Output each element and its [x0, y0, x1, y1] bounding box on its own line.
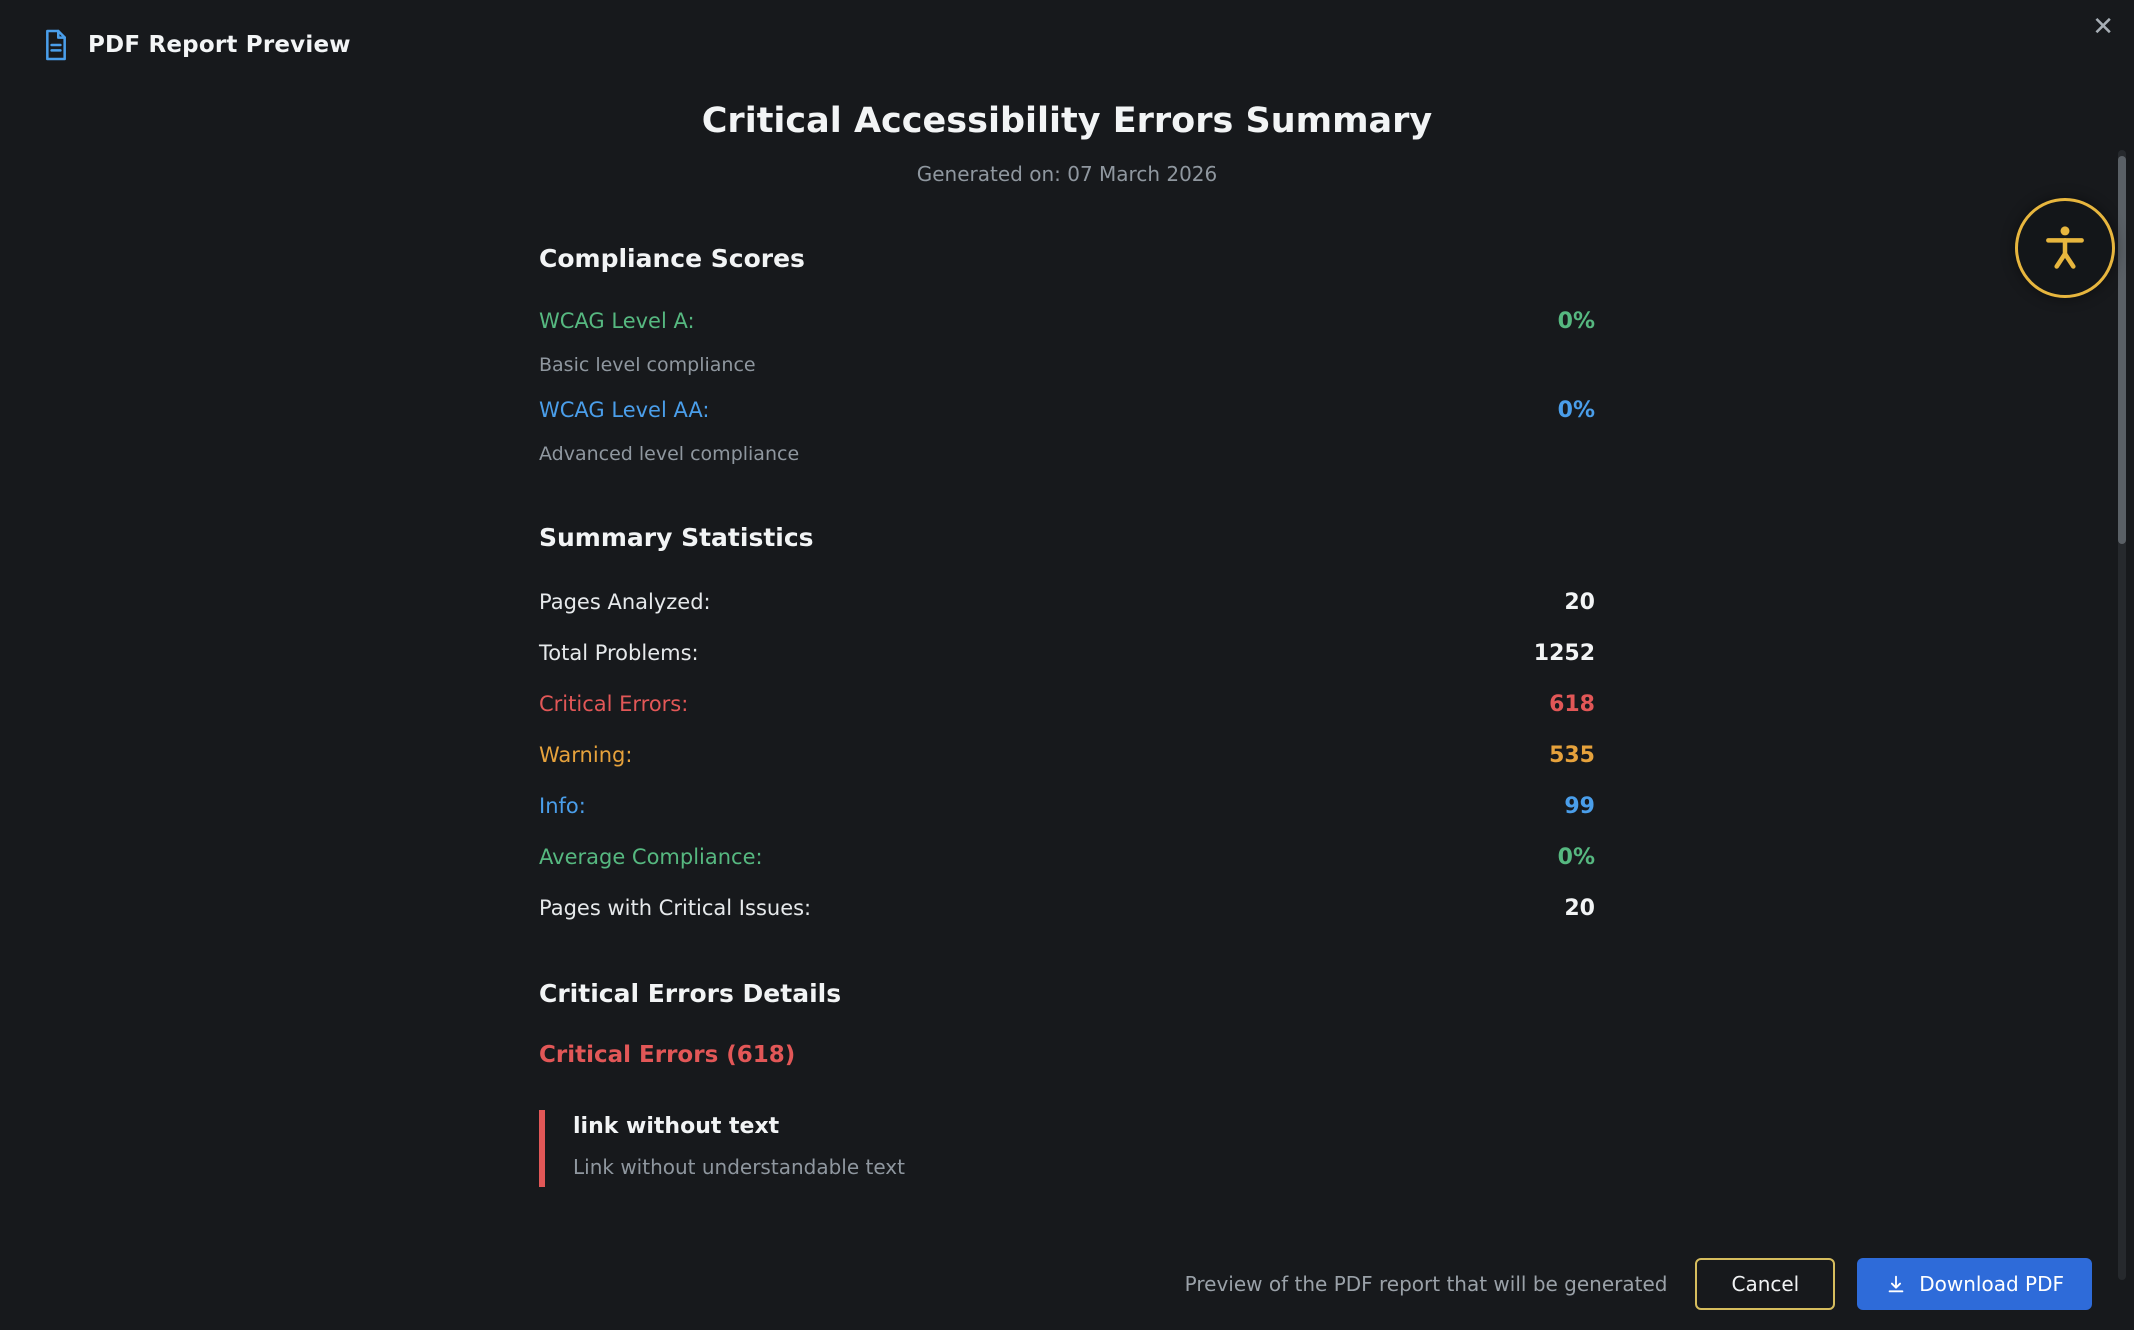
report-title: Critical Accessibility Errors Summary: [701, 101, 1433, 141]
wcag-level-aa-value: 0%: [1557, 398, 1595, 423]
critical-errors-group-title: Critical Errors (618): [539, 1042, 796, 1068]
report-content: Critical Accessibility Errors Summary Ge…: [539, 100, 1595, 1187]
error-item-description: Link without understandable text: [573, 1155, 905, 1179]
accessibility-person-icon: [2038, 221, 2092, 275]
stat-label: Warning:: [539, 743, 633, 767]
stat-value: 535: [1549, 743, 1595, 768]
wcag-level-a-value: 0%: [1557, 309, 1595, 334]
stat-label: Pages with Critical Issues:: [539, 896, 812, 920]
wcag-level-a-row: WCAG Level A: 0%: [539, 309, 1595, 334]
modal-header-left: PDF Report Preview: [40, 17, 351, 74]
compliance-scores-section: Compliance Scores WCAG Level A: 0% Basic…: [539, 244, 1595, 465]
stat-value: 20: [1564, 896, 1595, 921]
report-scroll-area[interactable]: Critical Accessibility Errors Summary Ge…: [0, 90, 2134, 1238]
scrollbar-track[interactable]: [2118, 150, 2126, 1280]
stat-value: 99: [1564, 794, 1595, 819]
stat-label: Info:: [539, 794, 586, 818]
close-icon[interactable]: ✕: [2086, 8, 2120, 46]
stat-value: 618: [1549, 692, 1595, 717]
stat-row-info: Info: 99: [539, 794, 1595, 819]
stat-label: Pages Analyzed:: [539, 590, 711, 614]
wcag-level-a-label: WCAG Level A:: [539, 309, 695, 333]
critical-errors-details-section: Critical Errors Details Critical Errors …: [539, 979, 1595, 1187]
stat-row-average-compliance: Average Compliance: 0%: [539, 845, 1595, 870]
stat-value: 0%: [1557, 845, 1595, 870]
error-item: link without text Link without understan…: [539, 1110, 1595, 1187]
critical-errors-details-heading: Critical Errors Details: [539, 979, 842, 1008]
error-item-title: link without text: [573, 1114, 780, 1139]
wcag-level-a-description: Basic level compliance: [539, 354, 756, 376]
wcag-level-aa-row: WCAG Level AA: 0%: [539, 398, 1595, 423]
wcag-level-aa-description: Advanced level compliance: [539, 443, 800, 465]
modal-footer: Preview of the PDF report that will be g…: [0, 1238, 2134, 1330]
scrollbar-thumb[interactable]: [2118, 156, 2126, 544]
summary-statistics-section: Summary Statistics Pages Analyzed: 20 To…: [539, 523, 1595, 921]
download-icon: [1885, 1273, 1907, 1295]
modal-title: PDF Report Preview: [88, 32, 351, 58]
modal-header: PDF Report Preview: [0, 0, 2134, 90]
stat-value: 1252: [1533, 641, 1595, 666]
summary-statistics-heading: Summary Statistics: [539, 523, 814, 552]
compliance-scores-heading: Compliance Scores: [539, 244, 805, 273]
stat-row-total-problems: Total Problems: 1252: [539, 641, 1595, 666]
footer-note: Preview of the PDF report that will be g…: [1184, 1272, 1668, 1296]
download-pdf-button[interactable]: Download PDF: [1857, 1258, 2092, 1310]
stat-value: 20: [1564, 590, 1595, 615]
generated-on-text: Generated on: 07 March 2026: [916, 162, 1218, 186]
stat-label: Total Problems:: [539, 641, 699, 665]
stat-row-critical-errors: Critical Errors: 618: [539, 692, 1595, 717]
stat-row-pages-with-critical-issues: Pages with Critical Issues: 20: [539, 896, 1595, 921]
wcag-level-aa-label: WCAG Level AA:: [539, 398, 710, 422]
stat-row-pages-analyzed: Pages Analyzed: 20: [539, 590, 1595, 615]
download-pdf-label: Download PDF: [1919, 1272, 2064, 1296]
accessibility-widget-button[interactable]: [2015, 198, 2115, 298]
stat-row-warning: Warning: 535: [539, 743, 1595, 768]
stat-label: Critical Errors:: [539, 692, 689, 716]
stat-label: Average Compliance:: [539, 845, 763, 869]
pdf-document-icon: [40, 27, 72, 63]
cancel-button[interactable]: Cancel: [1695, 1258, 1836, 1310]
